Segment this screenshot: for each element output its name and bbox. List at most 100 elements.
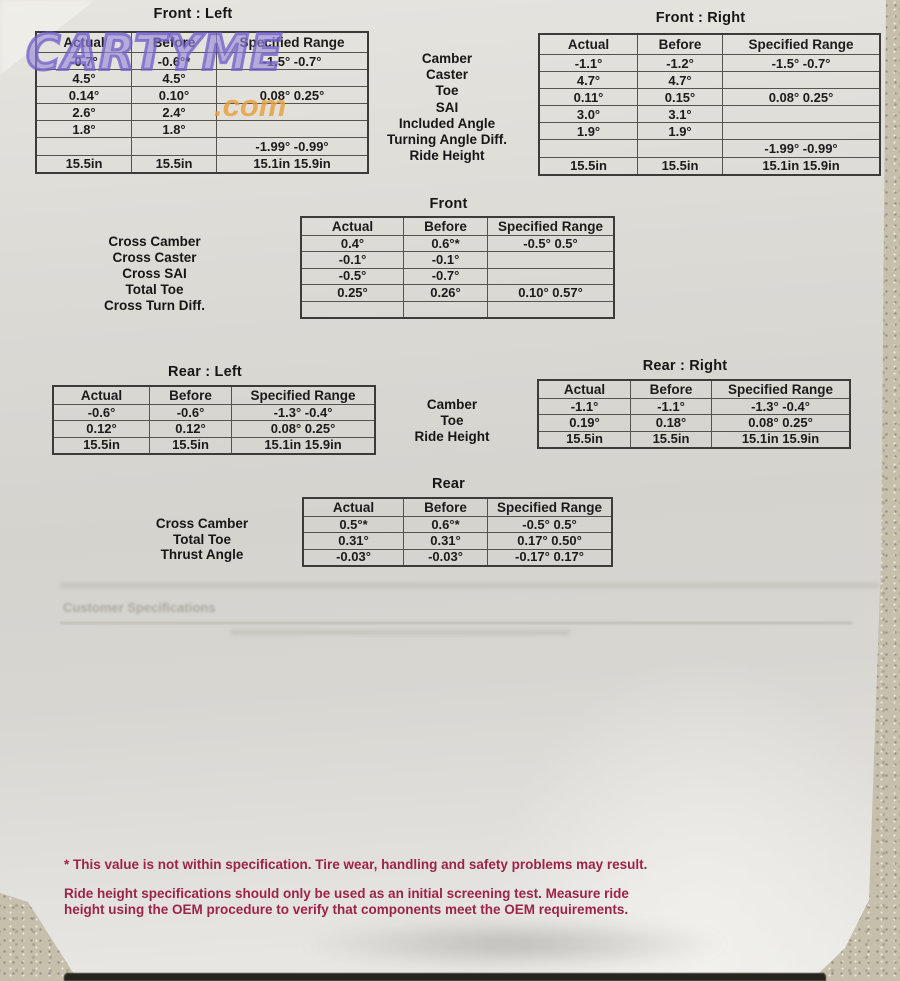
alignment-table: Actual Before Specified Range -1.1° -1.1° -1.… [537, 379, 851, 450]
table-row: 0.5°* 0.6°* -0.5° 0.5° [302, 515, 613, 534]
table-cell: -0.7° [403, 267, 488, 286]
footnote-out-of-spec: * This value is not within specification… [64, 857, 648, 872]
table-cell: -1.99° -0.99° [722, 139, 881, 158]
table-cell: 0.08° 0.25° [722, 88, 881, 107]
table-cell [487, 267, 615, 286]
table-cell [722, 105, 881, 124]
column-header: Specified Range [711, 379, 851, 399]
table-cell: 4.5° [131, 69, 217, 88]
table-cell: 15.5in [537, 430, 631, 449]
table-cell [722, 71, 881, 90]
column-header: Specified Range [487, 497, 613, 517]
table-cell [403, 300, 488, 319]
rear-left-table: Actual Before Specified Range -0.6° -0.6° -1.… [52, 385, 376, 456]
footnotes: * This value is not within specification… [64, 857, 670, 931]
row-label: Cross Camber [108, 234, 201, 249]
table-cell [216, 69, 369, 88]
row-label: Cross Turn Diff. [104, 298, 205, 314]
paper-curl-shadow [300, 918, 730, 970]
bleed-through-line [60, 583, 880, 588]
table-cell: -0.6° [52, 403, 150, 422]
table-cell: -0.7° [35, 51, 132, 71]
column-header: Specified Range [722, 33, 881, 55]
table-row: -0.7° -0.6°* -1.5° -0.7° [35, 51, 369, 71]
row-label: Toe [435, 83, 459, 99]
row-label: Thrust Angle [160, 547, 244, 563]
table-cell: -0.03° [403, 548, 488, 567]
table-cell: 1.8° [131, 120, 217, 139]
table-cell: 15.5in [35, 154, 132, 174]
table-cell: -0.17° 0.17° [487, 548, 613, 567]
front-row-labels: Camber Caster Toe SAI Included Angle Turning … [358, 51, 536, 164]
row-label: Camber [426, 397, 478, 412]
table-row: 1.9° 1.9° [538, 122, 881, 141]
column-header: Actual [537, 379, 631, 399]
table-cell: 15.5in [630, 430, 712, 449]
rear-right-table: Actual Before Specified Range -1.1° -1.1° -1.… [537, 379, 851, 450]
table-row: -1.1° -1.2° -1.5° -0.7° [538, 53, 881, 73]
front-left-title: Front : Left [153, 6, 233, 22]
table-row: 15.5in 15.5in 15.1in 15.9in [537, 430, 851, 449]
table-row: -0.1° -0.1° [300, 251, 615, 269]
table-cell: -1.2° [637, 53, 723, 73]
table-cell: 15.1in 15.9in [711, 430, 851, 449]
rear-cross-table: Actual Before Specified Range 0.5°* 0.6°* -0.… [302, 497, 613, 568]
table-cell: 15.5in [131, 154, 217, 174]
table-cell: 1.8° [35, 120, 132, 139]
column-header: Specified Range [231, 385, 376, 405]
table-cell: -1.5° -0.7° [722, 53, 881, 73]
table-row: -0.5° -0.7° [300, 267, 615, 286]
table-cell: 15.1in 15.9in [722, 156, 881, 176]
rear-cross-title: Rear [431, 476, 466, 492]
front-cross-title: Front [429, 196, 468, 212]
table-cell: -0.5° 0.5° [487, 515, 613, 534]
table-cell: 15.5in [637, 156, 723, 176]
table-cell: 15.1in 15.9in [216, 154, 369, 174]
rear-right-title: Rear : Right [642, 358, 728, 374]
table-row: 0.25° 0.26° 0.10° 0.57° [300, 284, 615, 302]
table-cell [637, 139, 723, 158]
table-cell: -0.5° 0.5° [487, 234, 615, 253]
table-cell: 0.25° [300, 284, 404, 302]
rear-left-title: Rear : Left [168, 364, 242, 380]
column-header: Actual [302, 497, 404, 517]
table-cell [35, 137, 132, 156]
table-cell: 0.5°* [302, 515, 404, 534]
row-label: Total Toe [125, 282, 184, 298]
table-row: 0.12° 0.12° 0.08° 0.25° [52, 420, 376, 438]
table-cell: 0.10° 0.57° [487, 284, 615, 302]
table-cell: 0.4° [300, 234, 404, 253]
column-header: Before [637, 33, 723, 55]
table-row: 0.31° 0.31° 0.17° 0.50° [302, 532, 613, 550]
table-cell: -0.6° [149, 403, 232, 422]
column-header: Specified Range [216, 31, 369, 53]
table-cell: -1.1° [537, 397, 631, 416]
table-cell: 15.5in [538, 156, 638, 176]
table-cell: 1.9° [538, 122, 638, 141]
table-cell: 0.14° [35, 86, 132, 105]
alignment-table: Actual Before Specified Range 0.4° 0.6°* -0.5… [300, 216, 615, 319]
table-cell: -1.5° -0.7° [216, 51, 369, 71]
table-row [300, 300, 615, 319]
table-row: 0.4° 0.6°* -0.5° 0.5° [300, 234, 615, 253]
table-row: -1.1° -1.1° -1.3° -0.4° [537, 397, 851, 416]
table-cell: -0.1° [300, 251, 404, 269]
table-cell: 4.7° [538, 71, 638, 90]
row-label: Cross Caster [112, 250, 197, 266]
row-label: Ride Height [409, 148, 485, 164]
table-cell: 3.0° [538, 105, 638, 124]
table-cell: 15.5in [149, 436, 232, 455]
row-label: Toe [440, 412, 464, 428]
table-row: 1.8° 1.8° [35, 120, 369, 139]
row-label: SAI [435, 99, 459, 115]
table-cell: 2.6° [35, 103, 132, 122]
table-cell [216, 103, 369, 122]
table-cell: 0.31° [302, 532, 404, 550]
row-label: Turning Angle Diff. [387, 132, 507, 148]
table-cell: 15.1in 15.9in [231, 436, 376, 455]
rear-row-labels: Camber Toe Ride Height [382, 397, 522, 444]
front-cross-table: Actual Before Specified Range 0.4° 0.6°* -0.5… [300, 216, 615, 319]
table-cell: 0.08° 0.25° [231, 420, 376, 438]
table-cell: 0.10° [131, 86, 217, 105]
